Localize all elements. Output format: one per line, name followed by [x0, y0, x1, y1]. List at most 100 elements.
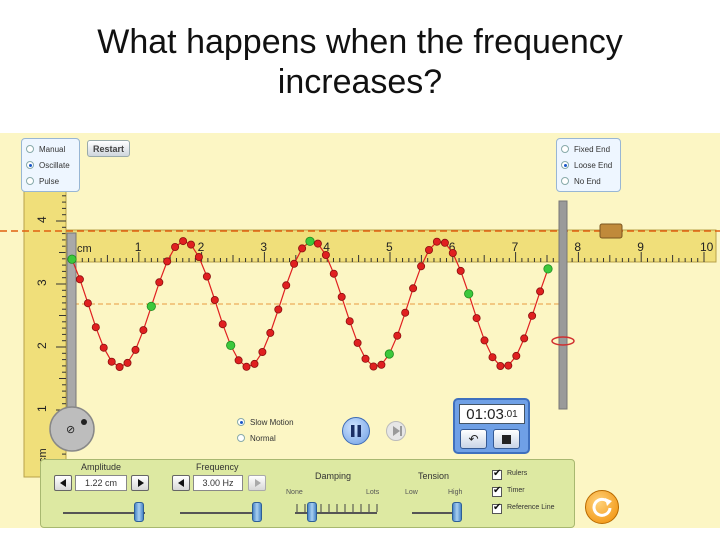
- bead: [298, 244, 307, 253]
- horizontal-ruler-tick-label: 5: [386, 240, 393, 254]
- bead: [401, 308, 410, 317]
- bead: [218, 320, 227, 329]
- step-button[interactable]: [386, 421, 406, 441]
- end-type-panel: Fixed End Loose End No End: [556, 138, 621, 192]
- bead: [179, 237, 188, 246]
- bead: [432, 237, 441, 246]
- bead: [345, 317, 354, 326]
- timer-reset-button[interactable]: ↶: [460, 429, 487, 449]
- undo-icon: ↶: [468, 432, 479, 446]
- radio-selected-icon: [237, 418, 245, 426]
- bead: [313, 239, 322, 248]
- frequency-value[interactable]: 3.00 Hz: [193, 475, 243, 491]
- tension-slider-thumb[interactable]: [452, 502, 462, 522]
- bead: [75, 275, 84, 284]
- amplitude-decrease-button[interactable]: [54, 475, 72, 491]
- rulers-checkbox[interactable]: [492, 468, 502, 480]
- amplitude-increase-button[interactable]: [131, 475, 149, 491]
- tension-slider-track[interactable]: [412, 512, 462, 514]
- loose-end-ring: [551, 336, 575, 346]
- bead: [163, 257, 172, 266]
- timer-fraction: .01: [503, 408, 518, 420]
- bead: [266, 328, 275, 337]
- ruler-clamp[interactable]: [599, 223, 623, 239]
- bead: [393, 331, 402, 340]
- radio-icon: [561, 177, 569, 185]
- reference-line-checkbox[interactable]: [492, 502, 502, 514]
- frequency-increase-button[interactable]: [248, 475, 266, 491]
- mode-panel: Manual Oscillate Pulse: [21, 138, 80, 192]
- speed-option-normal[interactable]: Normal: [237, 431, 276, 445]
- bead: [480, 336, 489, 345]
- horizontal-ruler-tick-label: 7: [512, 240, 519, 254]
- radio-icon: [26, 145, 34, 153]
- bead-marker-green: [543, 264, 553, 274]
- reset-all-button[interactable]: [585, 490, 619, 524]
- tension-max-label: High: [448, 489, 463, 496]
- step-forward-icon: [393, 426, 402, 436]
- mode-option-manual[interactable]: Manual: [26, 142, 65, 156]
- damping-slider-track[interactable]: [295, 512, 377, 514]
- bead: [528, 311, 537, 320]
- bead-marker-green: [384, 349, 394, 359]
- bead: [123, 358, 132, 367]
- horizontal-ruler-tick-label: 3: [260, 240, 267, 254]
- tension-min-label: Low: [405, 489, 418, 496]
- bead-marker-green: [67, 254, 77, 264]
- damping-min-label: None: [286, 489, 303, 496]
- mode-option-label: Oscillate: [39, 160, 70, 170]
- end-option-label: Loose End: [574, 160, 613, 170]
- damping-slider-thumb[interactable]: [307, 502, 317, 522]
- pause-icon: [351, 425, 361, 437]
- bead: [440, 238, 449, 247]
- vertical-ruler-tick-label: 4: [35, 216, 49, 223]
- refresh-icon: [592, 497, 612, 517]
- bead: [536, 287, 545, 296]
- amplitude-value[interactable]: 1.22 cm: [75, 475, 127, 491]
- bead: [282, 281, 291, 290]
- frequency-slider-thumb[interactable]: [252, 502, 262, 522]
- end-option-label: No End: [574, 176, 601, 186]
- end-option-fixed[interactable]: Fixed End: [561, 142, 610, 156]
- speed-option-slow-motion[interactable]: Slow Motion: [237, 415, 294, 429]
- bead: [234, 356, 243, 365]
- restart-button[interactable]: Restart: [87, 140, 130, 157]
- frequency-slider-track[interactable]: [180, 512, 262, 514]
- timer-widget[interactable]: 01:03.01 ↶: [453, 398, 530, 454]
- bottom-control-panel: Amplitude 1.22 cm Frequency 3.00 Hz Damp…: [40, 459, 575, 528]
- pause-button[interactable]: [342, 417, 370, 445]
- bead: [186, 240, 195, 249]
- mode-option-pulse[interactable]: Pulse: [26, 174, 59, 188]
- amplitude-slider-track[interactable]: [63, 512, 145, 514]
- end-option-none[interactable]: No End: [561, 174, 601, 188]
- reference-line-checkbox-label: Reference Line: [507, 504, 555, 511]
- horizontal-ruler-unit: cm: [77, 243, 92, 255]
- damping-label: Damping: [315, 471, 352, 481]
- stop-icon: [502, 434, 511, 444]
- bead: [377, 360, 386, 369]
- horizontal-ruler-tick-label: 9: [637, 240, 644, 254]
- radio-icon: [561, 145, 569, 153]
- bead: [337, 292, 346, 301]
- bead: [250, 359, 259, 368]
- radio-icon: [26, 177, 34, 185]
- timer-time: 01:03: [466, 405, 504, 423]
- timer-checkbox[interactable]: [492, 485, 502, 497]
- slide-title-line-1: What happens when the frequency: [97, 23, 623, 61]
- rulers-checkbox-label: Rulers: [507, 470, 528, 477]
- amplitude-slider-thumb[interactable]: [134, 502, 144, 522]
- bead: [353, 338, 362, 347]
- bead: [115, 362, 124, 371]
- mode-option-oscillate[interactable]: Oscillate: [26, 158, 70, 172]
- frequency-decrease-button[interactable]: [172, 475, 190, 491]
- end-option-loose[interactable]: Loose End: [561, 158, 612, 172]
- radio-selected-icon: [561, 161, 569, 169]
- timer-stop-button[interactable]: [493, 429, 520, 449]
- end-post: [558, 200, 568, 410]
- oscillator-wheel[interactable]: [49, 406, 95, 452]
- bead: [456, 266, 465, 275]
- tension-label: Tension: [418, 471, 450, 481]
- bead: [504, 361, 513, 370]
- bead: [321, 251, 330, 260]
- vertical-ruler-tick-label: 1: [35, 405, 49, 412]
